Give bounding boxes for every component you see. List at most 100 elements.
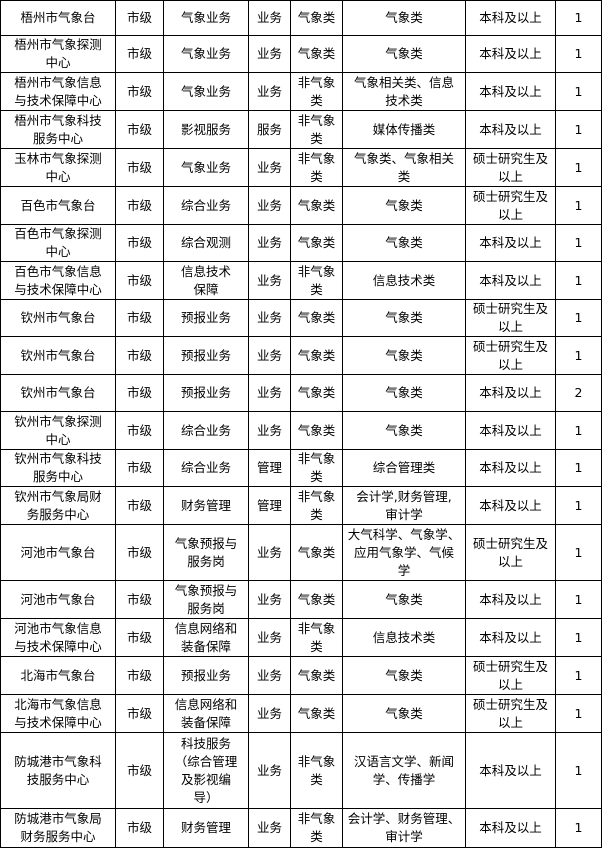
table-row: 梧州市气象科技 服务中心 市级 影视服务 服务 非气象 类媒体传播类 本科及以上 1 bbox=[0, 110, 602, 149]
position-cell: 财务管理 bbox=[163, 486, 249, 525]
count-cell: 1 bbox=[555, 224, 602, 262]
table-row: 钦州市气象台 市级 预报业务 业务 气象类 气象类 本科及以上 2 bbox=[0, 374, 602, 412]
table-row: 钦州市气象局财 务服务中心 市级 财务管理 管理 非气象 类会计学,财务管理, 审计学本… bbox=[0, 486, 602, 525]
level-cell: 市级 bbox=[115, 580, 164, 619]
unit-cell: 河池市气象台 bbox=[0, 580, 116, 619]
category-cell: 非气象 类 bbox=[290, 261, 343, 300]
category-cell: 非气象 类 bbox=[290, 486, 343, 525]
count-cell: 1 bbox=[555, 72, 602, 111]
category-cell: 非气象 类 bbox=[290, 732, 343, 809]
major-cell: 气象类 bbox=[342, 186, 466, 225]
position-cell: 综合观测 bbox=[163, 224, 249, 262]
level-cell: 市级 bbox=[115, 72, 164, 111]
count-cell: 1 bbox=[555, 694, 602, 733]
count-cell: 1 bbox=[555, 261, 602, 300]
level-cell: 市级 bbox=[115, 808, 164, 848]
count-cell: 1 bbox=[555, 186, 602, 225]
category-cell: 非气象 类 bbox=[290, 110, 343, 149]
type-cell: 业务 bbox=[248, 694, 291, 733]
education-cell: 本科及以上 bbox=[465, 72, 556, 111]
position-cell: 财务管理 bbox=[163, 808, 249, 848]
unit-cell: 梧州市气象信息 与技术保障中心 bbox=[0, 72, 116, 111]
position-cell: 综合业务 bbox=[163, 449, 249, 487]
education-cell: 本科及以上 bbox=[465, 580, 556, 619]
major-cell: 汉语言文学、新闻 学、传播学 bbox=[342, 732, 466, 809]
count-cell: 1 bbox=[555, 148, 602, 187]
type-cell: 管理 bbox=[248, 486, 291, 525]
position-cell: 影视服务 bbox=[163, 110, 249, 149]
major-cell: 气象类 bbox=[342, 336, 466, 375]
position-cell: 气象业务 bbox=[163, 35, 249, 73]
level-cell: 市级 bbox=[115, 35, 164, 73]
table-row: 钦州市气象科技 服务中心 市级 综合业务 管理 非气象 类综合管理类 本科及以上 1 bbox=[0, 449, 602, 487]
education-cell: 本科及以上 bbox=[465, 110, 556, 149]
category-cell: 气象类 bbox=[290, 299, 343, 337]
type-cell: 业务 bbox=[248, 224, 291, 262]
unit-cell: 梧州市气象台 bbox=[0, 0, 116, 36]
table-row: 钦州市气象台 市级 预报业务 业务 气象类 气象类 硕士研究生及 以上 1 bbox=[0, 336, 602, 375]
unit-cell: 北海市气象信息 与技术保障中心 bbox=[0, 694, 116, 733]
count-cell: 1 bbox=[555, 35, 602, 73]
education-cell: 本科及以上 bbox=[465, 449, 556, 487]
type-cell: 业务 bbox=[248, 808, 291, 848]
table-row: 玉林市气象探测 中心 市级 气象业务 业务 非气象 类气象类、气象相关 类硕士研究生及 … bbox=[0, 148, 602, 187]
major-cell: 气象类 bbox=[342, 35, 466, 73]
position-cell: 信息网络和 装备保障 bbox=[163, 694, 249, 733]
level-cell: 市级 bbox=[115, 694, 164, 733]
table-row: 钦州市气象台 市级 预报业务 业务 气象类 气象类 硕士研究生及 以上 1 bbox=[0, 299, 602, 337]
count-cell: 1 bbox=[555, 486, 602, 525]
table-row: 百色市气象探测 中心 市级 综合观测 业务 气象类 气象类 本科及以上 1 bbox=[0, 224, 602, 262]
level-cell: 市级 bbox=[115, 656, 164, 695]
major-cell: 气象类 bbox=[342, 224, 466, 262]
major-cell: 媒体传播类 bbox=[342, 110, 466, 149]
type-cell: 业务 bbox=[248, 186, 291, 225]
education-cell: 硕士研究生及 以上 bbox=[465, 694, 556, 733]
education-cell: 本科及以上 bbox=[465, 261, 556, 300]
category-cell: 气象类 bbox=[290, 336, 343, 375]
type-cell: 业务 bbox=[248, 411, 291, 450]
count-cell: 2 bbox=[555, 374, 602, 412]
major-cell: 信息技术类 bbox=[342, 618, 466, 657]
position-cell: 气象业务 bbox=[163, 148, 249, 187]
unit-cell: 防城港市气象科 技服务中心 bbox=[0, 732, 116, 809]
education-cell: 本科及以上 bbox=[465, 0, 556, 36]
major-cell: 气象类 bbox=[342, 694, 466, 733]
unit-cell: 钦州市气象台 bbox=[0, 336, 116, 375]
major-cell: 气象类 bbox=[342, 656, 466, 695]
count-cell: 1 bbox=[555, 449, 602, 487]
table-row: 防城港市气象科 技服务中心 市级 科技服务 （综合管理 及影视编 导） 业务 非气象 类… bbox=[0, 732, 602, 809]
category-cell: 非气象 类 bbox=[290, 449, 343, 487]
education-cell: 硕士研究生及 以上 bbox=[465, 148, 556, 187]
type-cell: 业务 bbox=[248, 732, 291, 809]
type-cell: 业务 bbox=[248, 656, 291, 695]
count-cell: 1 bbox=[555, 732, 602, 809]
unit-cell: 钦州市气象局财 务服务中心 bbox=[0, 486, 116, 525]
major-cell: 会计学、财务管理、 审计学 bbox=[342, 808, 466, 848]
type-cell: 业务 bbox=[248, 524, 291, 581]
position-cell: 气象预报与 服务岗 bbox=[163, 580, 249, 619]
type-cell: 业务 bbox=[248, 35, 291, 73]
table-row: 梧州市气象信息 与技术保障中心 市级 气象业务 业务 非气象 类气象相关类、信息 技术类… bbox=[0, 72, 602, 111]
level-cell: 市级 bbox=[115, 148, 164, 187]
category-cell: 非气象 类 bbox=[290, 808, 343, 848]
count-cell: 1 bbox=[555, 580, 602, 619]
unit-cell: 防城港市气象局 财务服务中心 bbox=[0, 808, 116, 848]
count-cell: 1 bbox=[555, 0, 602, 36]
table-row: 河池市气象台 市级 气象预报与 服务岗 业务 气象类 气象类 本科及以上 1 bbox=[0, 580, 602, 619]
type-cell: 业务 bbox=[248, 261, 291, 300]
education-cell: 硕士研究生及 以上 bbox=[465, 524, 556, 581]
category-cell: 气象类 bbox=[290, 0, 343, 36]
type-cell: 业务 bbox=[248, 618, 291, 657]
category-cell: 气象类 bbox=[290, 694, 343, 733]
type-cell: 业务 bbox=[248, 72, 291, 111]
unit-cell: 河池市气象台 bbox=[0, 524, 116, 581]
position-cell: 预报业务 bbox=[163, 336, 249, 375]
type-cell: 业务 bbox=[248, 374, 291, 412]
table-row: 河池市气象台 市级 气象预报与 服务岗 业务 气象类 大气科学、气象学、 应用气象学、气候… bbox=[0, 524, 602, 581]
level-cell: 市级 bbox=[115, 186, 164, 225]
level-cell: 市级 bbox=[115, 449, 164, 487]
major-cell: 大气科学、气象学、 应用气象学、气候 学 bbox=[342, 524, 466, 581]
unit-cell: 钦州市气象探测 中心 bbox=[0, 411, 116, 450]
education-cell: 本科及以上 bbox=[465, 224, 556, 262]
